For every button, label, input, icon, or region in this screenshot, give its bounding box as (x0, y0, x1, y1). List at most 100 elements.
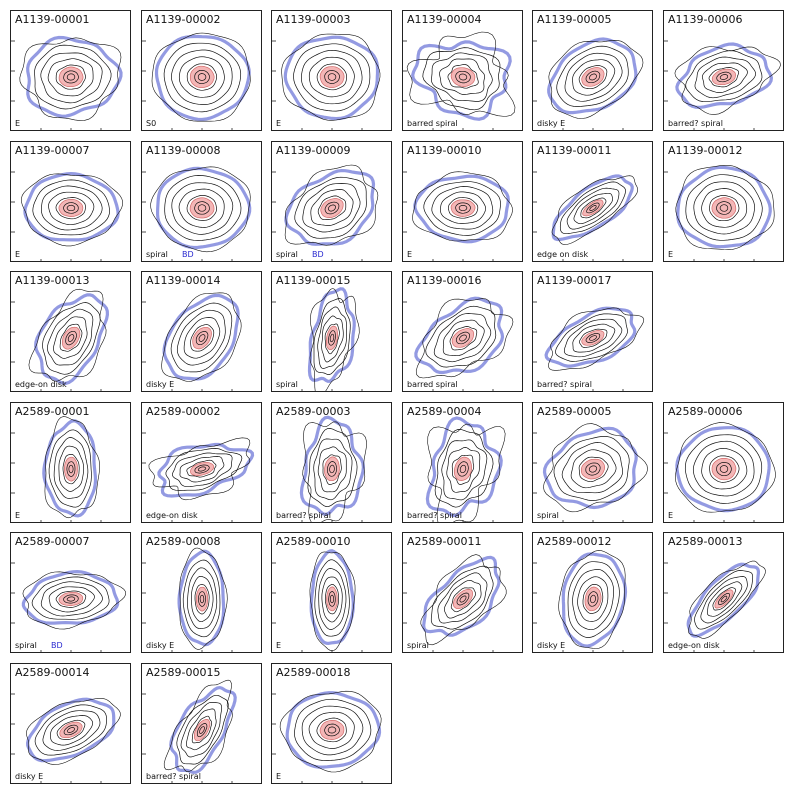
noise-isophote (284, 164, 379, 246)
contour-plot (272, 690, 382, 783)
galaxy-id-label: A1139-00010 (407, 144, 482, 157)
nucleus-isophote (67, 727, 75, 733)
galaxy-id-label: A2589-00005 (537, 405, 612, 418)
noise-isophote (21, 173, 124, 247)
isophote (431, 52, 493, 102)
outer-isophote (283, 35, 380, 121)
morphology-label: barred? spiral (407, 511, 462, 520)
noise-isophote (279, 690, 382, 773)
galaxy-panel: A2589-00002 edge-on disk (141, 402, 262, 523)
core-isophote (319, 719, 345, 740)
morphology-label: edge on disk (537, 250, 589, 259)
core-isophote (189, 65, 215, 89)
nucleus-isophote (329, 594, 335, 604)
outer-isophote (177, 549, 226, 647)
nucleus-isophote (716, 462, 732, 477)
isophote (172, 452, 233, 488)
galaxy-id-label: A2589-00006 (668, 405, 743, 418)
nucleus-isophote (67, 334, 75, 342)
isophote (442, 319, 485, 357)
contour-plot (533, 423, 648, 522)
isophote (41, 185, 103, 231)
isophote (301, 49, 363, 105)
isophote (308, 56, 355, 98)
isophote (572, 59, 616, 96)
contour-plot (142, 292, 242, 391)
outer-isophote (26, 35, 123, 118)
galaxy-id-label: A1139-00014 (146, 274, 221, 287)
nucleus-isophote (197, 73, 207, 81)
galaxy-panel: A1139-00009 spiral BD (271, 141, 392, 262)
isophote (685, 50, 763, 103)
contour-plot (142, 32, 251, 130)
isophote (431, 186, 494, 230)
galaxy-id-label: A1139-00007 (15, 144, 90, 157)
isophote (553, 436, 630, 501)
nucleus-isophote (327, 461, 337, 477)
galaxy-panel: A2589-00014 disky E (10, 663, 131, 784)
outer-isophote (551, 174, 634, 242)
isophote (294, 176, 367, 239)
noise-isophote (415, 298, 514, 379)
contour-plot (142, 679, 237, 783)
galaxy-panel: A2589-00010 E (271, 532, 392, 653)
isophote (694, 570, 754, 630)
contour-plot (403, 171, 513, 261)
isophote (178, 56, 225, 98)
noise-isophote (22, 571, 127, 630)
nucleus-isophote (194, 69, 210, 85)
nucleus-isophote (458, 205, 468, 212)
core-isophote (453, 456, 472, 481)
galaxy-panel: A1139-00010 E (402, 141, 523, 262)
isophote (425, 305, 497, 368)
outer-isophote (25, 697, 116, 763)
nucleus-isophote (329, 333, 335, 343)
isophote (307, 428, 358, 507)
galaxy-panel: A2589-00003 barred? spiral (271, 402, 392, 523)
morphology-label: disky E (146, 380, 175, 389)
contour-plot (533, 37, 644, 130)
galaxy-id-label: A1139-00009 (276, 144, 351, 157)
galaxy-id-label: A2589-00007 (15, 535, 90, 548)
isophote (186, 63, 217, 91)
galaxy-id-label: A2589-00014 (15, 666, 90, 679)
isophote (433, 313, 492, 363)
contour-plot (664, 165, 775, 261)
morphology-label: spiral (15, 641, 37, 650)
noise-isophote (548, 39, 644, 119)
morphology-label: disky E (146, 641, 175, 650)
isophote (441, 439, 488, 501)
morphology-label: barred? spiral (668, 119, 723, 128)
galaxy-id-label: A2589-00015 (146, 666, 221, 679)
noise-isophote (427, 423, 506, 522)
isophote (310, 189, 354, 226)
isophote (692, 440, 755, 497)
isophote (709, 455, 740, 483)
isophote (301, 705, 364, 756)
nucleus-isophote (327, 73, 337, 81)
isophote (182, 559, 221, 638)
isophote (450, 587, 476, 613)
outer-isophote (299, 415, 366, 517)
core-isophote (63, 456, 78, 482)
isophote (700, 576, 748, 624)
isophote (422, 47, 501, 111)
nucleus-isophote (324, 70, 340, 84)
nucleus-isophote (65, 330, 77, 346)
contour-plot (142, 432, 255, 522)
isophote (555, 313, 628, 362)
isophote (570, 449, 617, 489)
isophote (58, 445, 85, 492)
contour-plot (11, 288, 110, 391)
galaxy-id-label: A1139-00016 (407, 274, 482, 287)
nucleus-isophote (324, 723, 340, 737)
isophote (171, 182, 234, 235)
galaxy-id-label: A2589-00012 (537, 535, 612, 548)
core-isophote (190, 462, 215, 476)
galaxy-panel: A1139-00001 E (10, 10, 131, 131)
isophote (578, 65, 608, 90)
nucleus-isophote (194, 201, 210, 215)
contour-plot (272, 164, 379, 261)
contour-plot (142, 547, 233, 652)
